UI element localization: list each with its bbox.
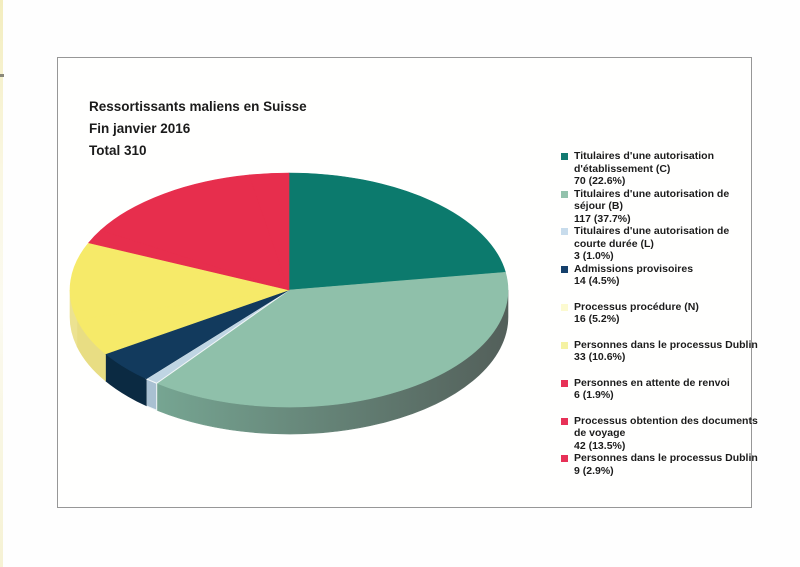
legend-entry-6: Personnes dans le processus Dublin 33 (10… (561, 339, 761, 364)
legend-swatch-icon (561, 153, 568, 160)
legend-swatch-icon (561, 417, 568, 425)
legend-label: Titulaires d'une autorisation de courte … (574, 225, 730, 250)
legend-swatch-icon (561, 190, 568, 198)
legend-entry-3: Titulaires d'une autorisation de courte … (561, 225, 761, 263)
chart-total: Total 310 (89, 143, 147, 158)
legend-entry-8: Processus obtention des documents de voy… (561, 415, 761, 453)
legend-entry-1: Titulaires d'une autorisation d'établiss… (561, 150, 761, 188)
pie-chart (69, 172, 509, 435)
scan-mark (0, 74, 4, 77)
legend-label: Admissions provisoires (574, 262, 694, 275)
legend-label: Titulaires d'une autorisation de séjour … (574, 187, 730, 213)
legend-value: 70 (22.6%) (574, 175, 626, 187)
legend-value: 9 (2.9%) (574, 464, 614, 477)
pie-slice-1 (288, 172, 506, 291)
legend-entry-4: Admissions provisoires 14 (4.5%) (561, 263, 761, 288)
legend-value: 33 (10.6%) (574, 351, 626, 363)
pie-slice-2 (156, 271, 509, 408)
pie-slice-9 (248, 172, 290, 291)
legend-swatch-icon (561, 379, 568, 387)
legend-value: 6 (1.9%) (574, 389, 614, 401)
legend-value: 14 (4.5%) (574, 275, 620, 287)
legend-label: Processus procédure (N) (574, 300, 699, 313)
legend-label: Personnes dans le processus Dublin (574, 452, 758, 464)
legend-label: Titulaires d'une autorisation d'établiss… (574, 150, 714, 175)
pie-slice-8 (100, 174, 290, 291)
scan-edge-strip (0, 0, 3, 567)
pie-slice-side-3 (145, 377, 158, 411)
legend-entry-7: Personnes en attente de renvoi 6 (1.9%) (561, 377, 761, 402)
legend-value: 3 (1.0%) (574, 250, 614, 262)
chart-subtitle: Fin janvier 2016 (89, 121, 191, 136)
legend-label: Personnes dans le processus Dublin (574, 338, 758, 351)
pie-slice-6 (69, 242, 290, 320)
legend-swatch-icon (561, 341, 568, 349)
legend-value: 42 (13.5%) (574, 439, 626, 452)
chart-title: Ressortissants maliens en Suisse (89, 99, 307, 114)
legend-entry-2: Titulaires d'une autorisation de séjour … (561, 188, 761, 226)
legend-entry-5: Processus procédure (N) 16 (5.2%) (561, 301, 761, 326)
legend-swatch-icon (561, 303, 568, 311)
legend-swatch-icon (561, 228, 568, 235)
legend-label: Processus obtention des documents de voy… (574, 414, 758, 440)
legend-swatch-icon (561, 265, 568, 273)
legend-label: Personnes en attente de renvoi (574, 376, 730, 389)
legend-value: 117 (37.7%) (574, 212, 631, 225)
chart-title-block: Ressortissants maliens en Suisse Fin jan… (89, 96, 307, 162)
legend-swatch-icon (561, 455, 568, 462)
legend-entry-9: Personnes dans le processus Dublin 9 (2.9… (561, 452, 761, 477)
legend-value: 16 (5.2%) (574, 313, 620, 325)
legend: Titulaires d'une autorisation d'établiss… (561, 150, 761, 477)
